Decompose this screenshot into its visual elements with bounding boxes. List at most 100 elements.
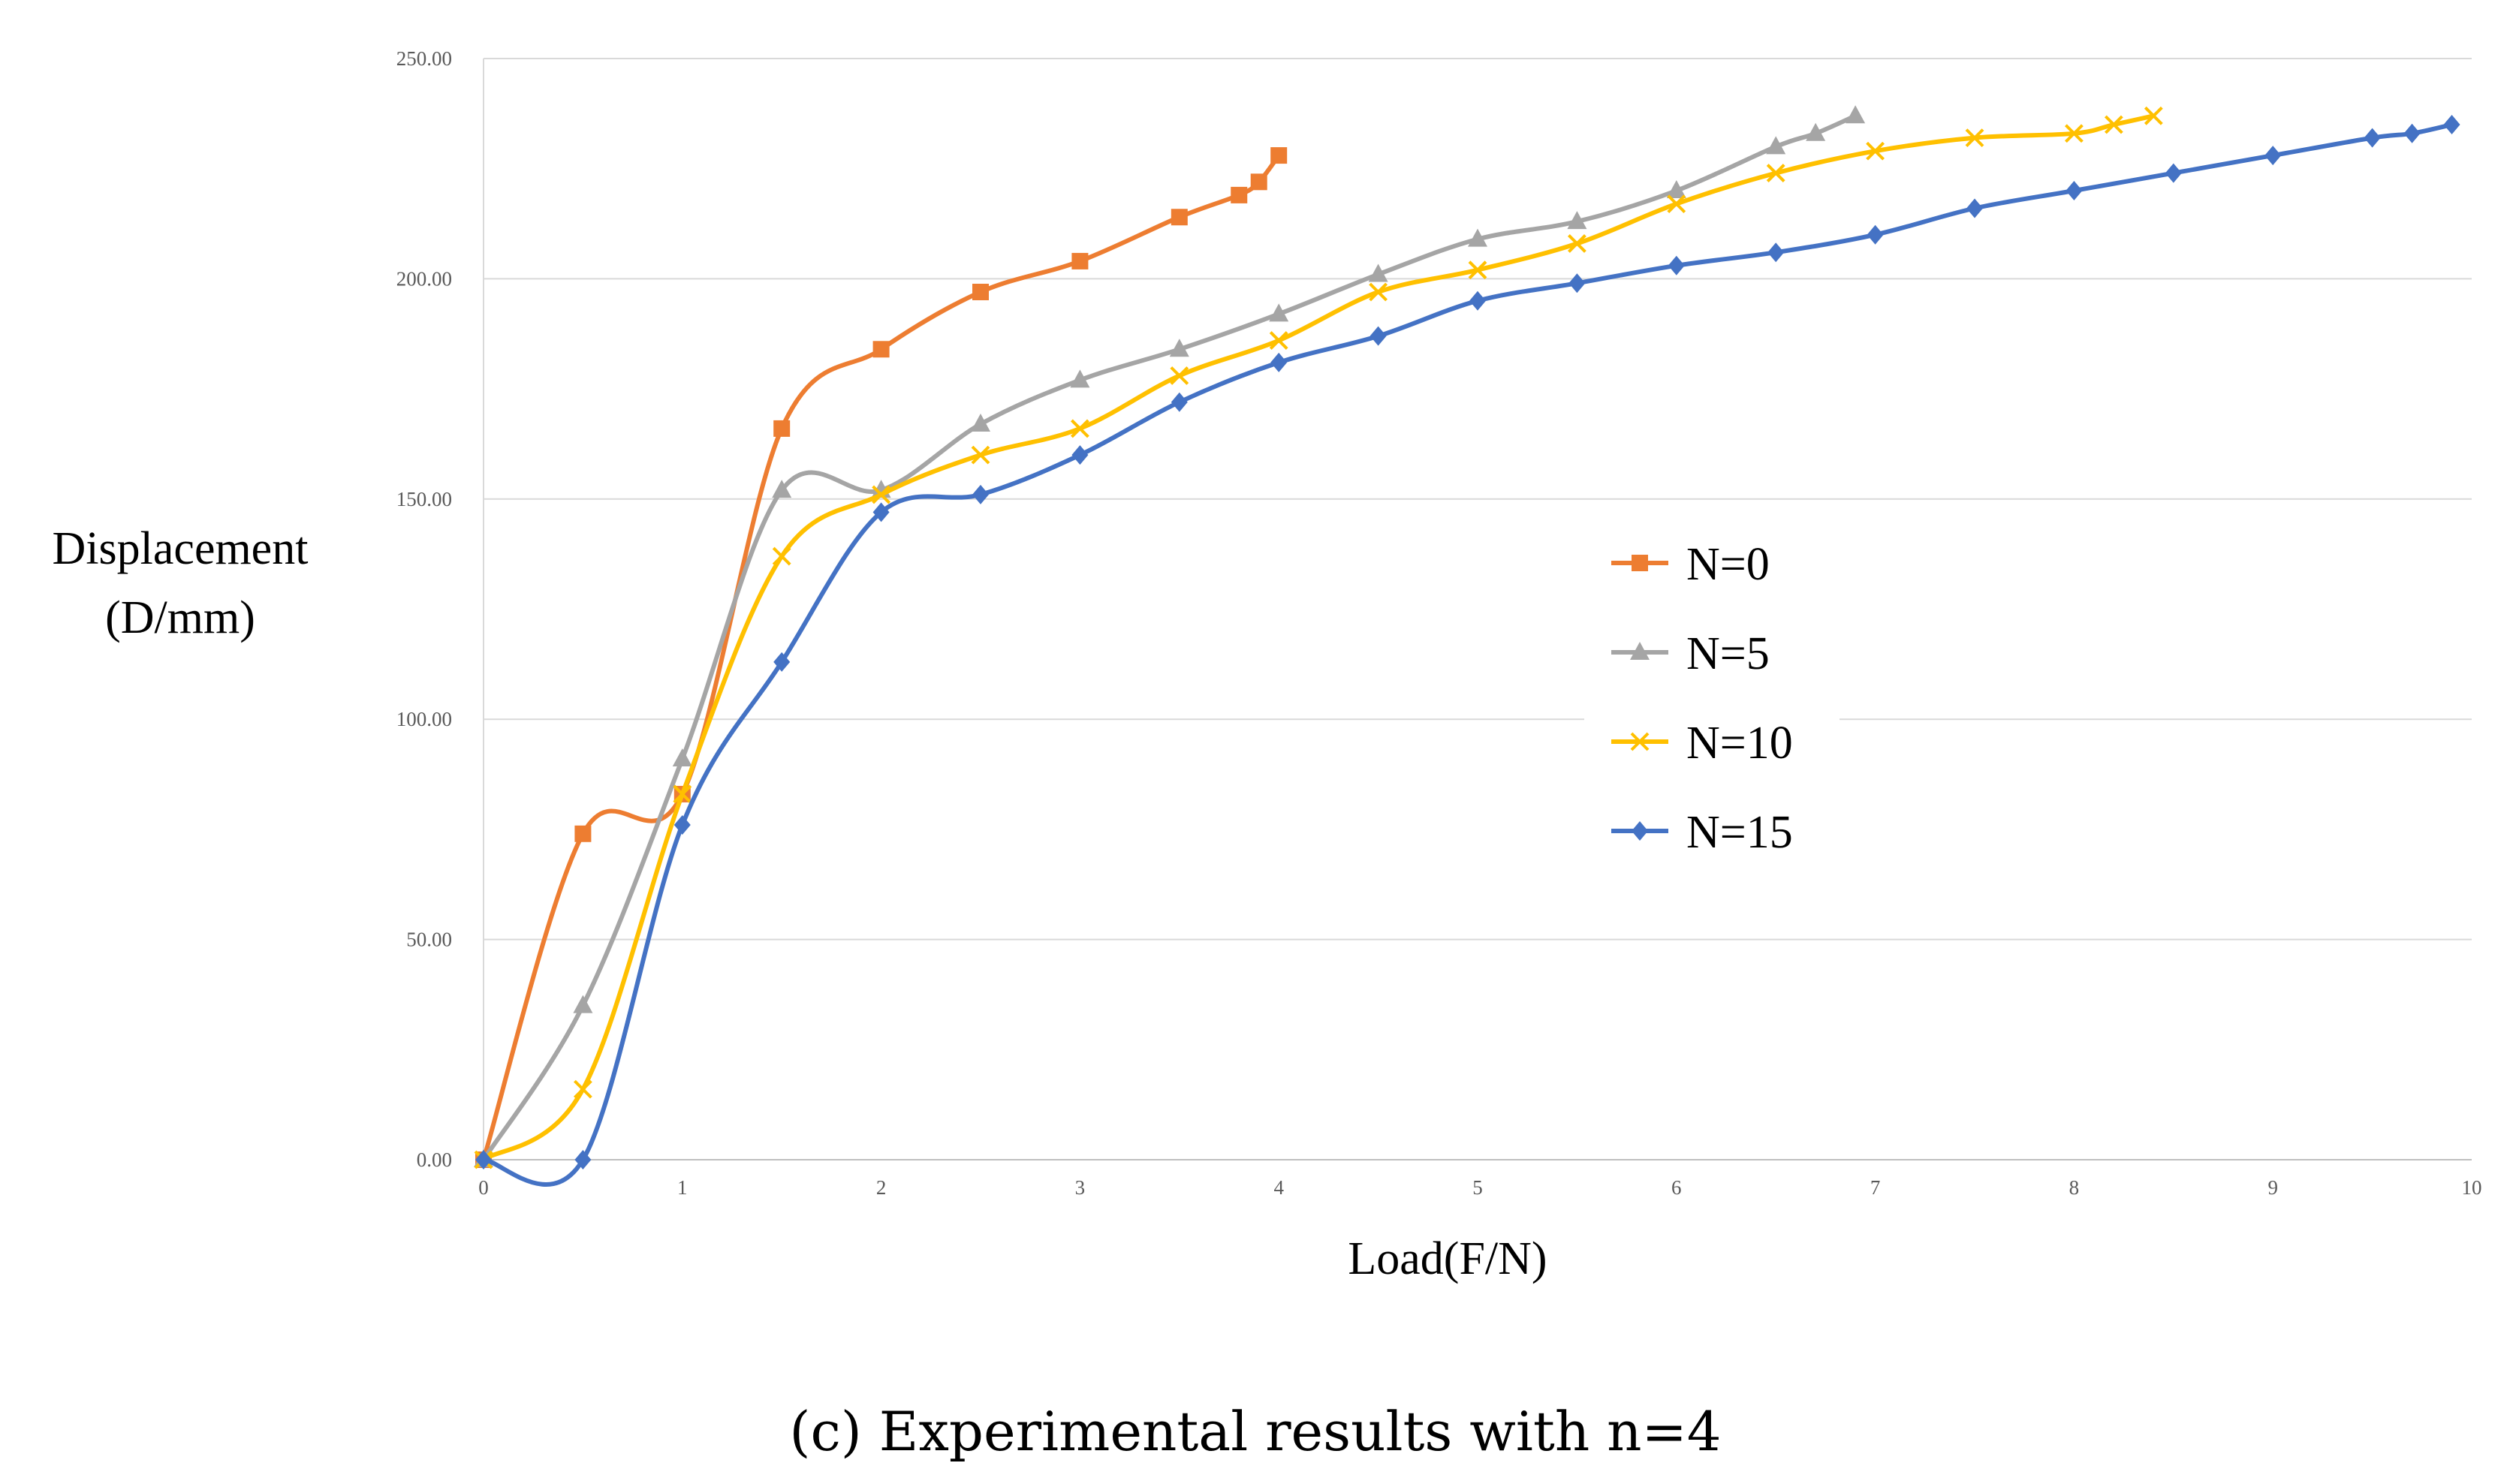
legend-label: N=15: [1686, 807, 1793, 858]
y-tick-label: 0.00: [417, 1148, 452, 1171]
legend-item: N=0: [1611, 539, 1770, 590]
x-tick-label: 7: [1870, 1176, 1881, 1199]
data-point: [2066, 181, 2083, 201]
data-point: [1668, 255, 1685, 275]
data-point: [1667, 194, 1686, 214]
data-point: [1567, 211, 1587, 230]
data-point: [1171, 392, 1188, 412]
y-axis-title-line2: (D/mm): [105, 592, 255, 643]
data-point: [1966, 198, 1983, 218]
data-point: [673, 815, 691, 835]
data-point: [1369, 326, 1387, 346]
data-point: [971, 445, 990, 465]
data-point: [672, 748, 692, 767]
data-point: [1170, 366, 1189, 385]
data-point: [773, 420, 791, 437]
x-axis-ticks: 0 1 2 3 4 5 6 7 8 9 10: [478, 1176, 2481, 1199]
data-point: [1666, 180, 1686, 199]
series-n-15: [475, 115, 2460, 1188]
data-point: [773, 652, 791, 672]
data-point: [1806, 122, 1826, 141]
data-point: [1469, 290, 1486, 311]
data-point: [2104, 115, 2123, 134]
data-point: [872, 485, 891, 504]
data-point: [1767, 242, 1785, 263]
x-tick-label: 3: [1075, 1176, 1086, 1199]
legend-label: N=10: [1686, 718, 1793, 769]
data-point: [1270, 147, 1288, 164]
series-n-5: [474, 105, 1866, 1167]
x-axis-title: Load(F/N): [1348, 1233, 1547, 1284]
y-tick-label: 200.00: [396, 267, 452, 290]
data-point: [972, 284, 989, 301]
x-tick-label: 10: [2462, 1176, 2482, 1199]
data-point: [772, 480, 792, 498]
data-point: [2144, 106, 2163, 125]
data-point: [972, 484, 989, 504]
x-tick-label: 2: [876, 1176, 887, 1199]
data-point: [1468, 260, 1487, 280]
data-point: [1071, 445, 1089, 465]
data-point: [574, 825, 592, 842]
data-point: [573, 995, 593, 1013]
series-n-0: [475, 147, 1288, 1168]
data-point: [2403, 123, 2421, 143]
data-point: [2364, 128, 2381, 148]
data-point: [1846, 105, 1866, 124]
data-point: [1169, 339, 1189, 357]
data-point: [1766, 164, 1785, 182]
legend-marker: [1632, 555, 1648, 571]
legend: N=0 N=5 N=10 N=15: [1584, 518, 1840, 871]
x-tick-label: 4: [1273, 1176, 1284, 1199]
data-point: [1270, 352, 1288, 372]
data-point: [673, 784, 692, 804]
data-point: [1070, 419, 1089, 438]
y-axis-title-line1: Displacement: [53, 523, 309, 574]
data-point: [574, 1150, 592, 1169]
data-point: [1368, 263, 1388, 282]
y-tick-label: 250.00: [396, 47, 452, 70]
series-line: [481, 153, 1282, 1162]
legend-marker: [1630, 642, 1650, 660]
legend-marker: [1632, 821, 1648, 841]
data-point: [1231, 186, 1248, 203]
data-point: [1866, 141, 1885, 161]
data-point: [1468, 228, 1487, 247]
x-tick-label: 6: [1671, 1176, 1682, 1199]
x-tick-label: 1: [677, 1176, 688, 1199]
legend-item: N=10: [1611, 718, 1793, 769]
data-point: [1766, 136, 1786, 155]
legend-background: [1584, 518, 1840, 871]
x-tick-label: 9: [2267, 1176, 2278, 1199]
data-point: [2443, 115, 2460, 135]
data-point: [475, 1150, 492, 1169]
axes: [483, 59, 2472, 1160]
y-tick-label: 50.00: [406, 929, 452, 951]
data-point: [1369, 282, 1388, 302]
y-tick-label: 150.00: [396, 488, 452, 510]
data-point: [772, 546, 791, 566]
x-tick-label: 8: [2069, 1176, 2080, 1199]
x-tick-label: 5: [1472, 1176, 1483, 1199]
data-point: [2064, 124, 2084, 143]
data-point: [872, 341, 890, 358]
series-n-10: [474, 106, 2163, 1169]
data-point: [573, 1079, 592, 1099]
data-point: [1269, 303, 1289, 322]
series-line: [481, 122, 2454, 1188]
data-point: [1965, 128, 1984, 148]
data-point: [971, 414, 990, 432]
data-point: [872, 502, 890, 522]
data-point: [1269, 331, 1288, 350]
data-point: [1171, 209, 1188, 226]
grid-lines: [484, 58, 2472, 941]
data-point: [1070, 369, 1090, 388]
data-point: [2165, 163, 2182, 183]
data-point: [1867, 224, 1884, 245]
data-point: [2264, 146, 2282, 166]
series-line: [481, 113, 2156, 1162]
figure-caption: (c) Experimental results with n=4: [789, 1400, 1721, 1463]
data-point: [1250, 173, 1267, 191]
x-tick-label: 0: [478, 1176, 489, 1199]
